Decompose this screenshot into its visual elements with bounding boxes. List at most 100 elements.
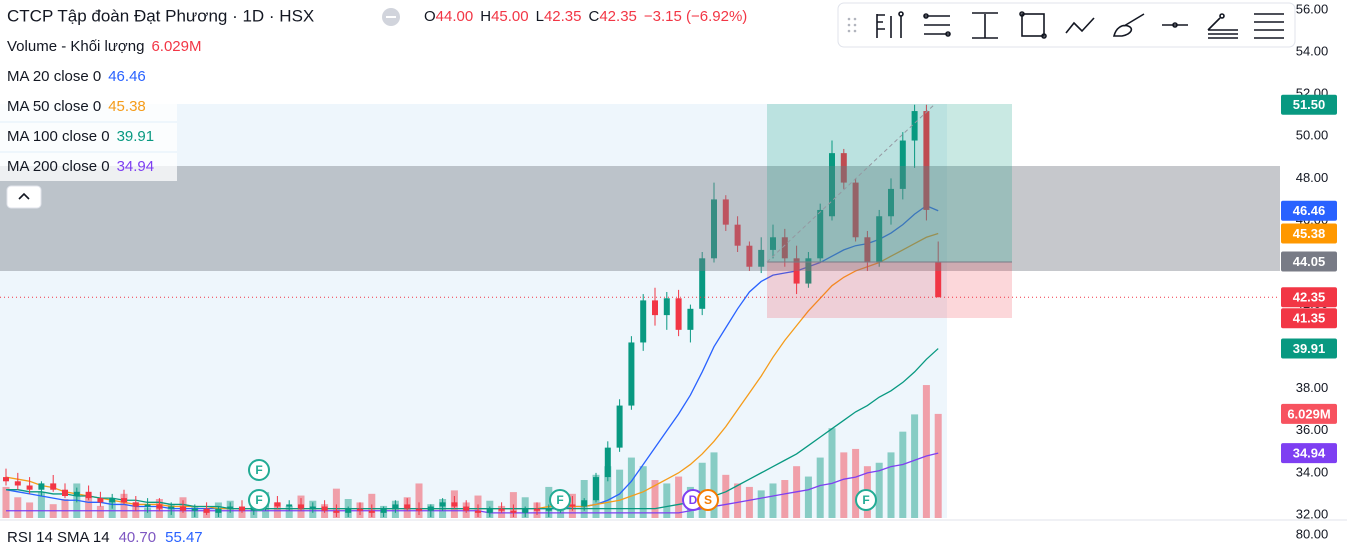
volume-bar [415, 483, 423, 518]
legend-name: MA 20 close 0 [7, 68, 101, 85]
y-tick-label: 50.00 [1296, 128, 1329, 143]
volume-bar [757, 490, 765, 518]
candle-body [640, 300, 647, 343]
ohlc-key: C [589, 8, 600, 25]
candle-body [215, 508, 222, 513]
price-tag-label: 42.35 [1293, 290, 1326, 305]
tool-forecast[interactable] [1207, 13, 1238, 39]
candle-body [404, 504, 411, 509]
event-label: F [255, 493, 262, 507]
volume-bar [722, 474, 730, 518]
price-tag-label: 46.46 [1293, 203, 1326, 218]
candle-body [876, 216, 883, 263]
selection-band [0, 166, 1280, 271]
tool-channel[interactable] [923, 13, 951, 37]
candle-body [545, 508, 552, 511]
candle-body [711, 199, 717, 259]
y-tick-label: 32.00 [1296, 506, 1329, 521]
rsi-legend: RSI 14 SMA 14 40.70 55.47 [7, 529, 203, 543]
event-marker [248, 489, 270, 511]
tool-line[interactable] [1162, 22, 1188, 28]
tool-rectangle[interactable] [1019, 11, 1047, 39]
event-marker [549, 489, 571, 511]
candle-body [781, 237, 788, 259]
candle-body [604, 447, 611, 478]
candle-body [368, 510, 375, 513]
ma-line [6, 348, 939, 510]
price-tag-label: 41.35 [1293, 311, 1326, 326]
volume-bar [769, 483, 777, 518]
volume-bar [120, 493, 128, 518]
candle-body [227, 506, 234, 509]
candle-body [852, 182, 859, 238]
candle-body [203, 508, 210, 513]
legend-value: 39.91 [117, 128, 155, 145]
candle-body [581, 500, 588, 507]
candle-body [14, 481, 21, 486]
candle-body [3, 477, 9, 482]
series-layer [2, 104, 942, 518]
price-tag-label: 6.029M [1287, 406, 1330, 421]
trade-path [766, 103, 936, 263]
volume-bar [899, 431, 907, 518]
price-tag-label: 45.38 [1293, 226, 1326, 241]
candle-body [121, 498, 127, 503]
candle-body [144, 504, 151, 507]
candle-body [829, 153, 835, 217]
candle-body [38, 483, 45, 490]
candle-body [923, 111, 930, 210]
candle-body [168, 506, 175, 509]
tool-fib[interactable] [876, 11, 904, 38]
candle-body [534, 508, 540, 511]
tool-brush[interactable] [1112, 13, 1145, 37]
candle-body [840, 153, 847, 183]
ohlc-value: 42.35 [544, 8, 582, 25]
candle-body [345, 508, 352, 513]
volume-bar [37, 492, 45, 518]
volume-bar [828, 428, 836, 518]
candle-body [321, 506, 328, 511]
candle-body [911, 111, 918, 141]
price-tag [1281, 287, 1337, 308]
candle-body [73, 491, 80, 497]
volume-bar [61, 499, 69, 518]
event-label: D [689, 493, 698, 507]
tool-range[interactable] [972, 12, 998, 39]
candle-body [180, 506, 186, 511]
stop-zone [767, 262, 1012, 318]
y-tick-label: 34.00 [1296, 464, 1329, 479]
event-marker [697, 489, 719, 511]
target-zone [767, 104, 1012, 262]
collapse-button[interactable] [6, 185, 42, 209]
ohlc-value: 45.00 [491, 8, 529, 25]
volume-bar [14, 497, 22, 518]
drag-handle[interactable] [847, 17, 857, 33]
candle-body [746, 245, 753, 267]
legend-name: MA 200 close 0 [7, 158, 110, 175]
ohlc-key: L [536, 8, 544, 25]
toolbar-panel [837, 2, 1296, 48]
price-tag [1281, 200, 1337, 221]
legend-entry: MA 50 close 0 45.38 [7, 98, 146, 115]
candle-body [463, 506, 470, 511]
candle-body [274, 502, 281, 507]
candle-body [97, 498, 104, 503]
candle-body [309, 506, 316, 509]
candle-body [734, 224, 741, 246]
collapse-icon [18, 192, 30, 200]
legend-value: 34.94 [117, 158, 155, 175]
rsi-value: 40.70 [119, 529, 157, 543]
candle-body [475, 510, 481, 513]
candle-body [62, 489, 68, 497]
tool-path[interactable] [1065, 17, 1095, 34]
tool-menu[interactable] [1254, 13, 1284, 39]
legend-background [0, 123, 177, 151]
volume-bar [710, 452, 718, 518]
volume-bar [651, 480, 659, 518]
y-tick-label: 56.00 [1296, 2, 1329, 17]
ma-line [6, 452, 939, 514]
rsi-tick-label: 80.00 [1296, 526, 1329, 541]
volume-bar [840, 452, 848, 518]
legend-value: 6.029M [151, 38, 201, 55]
